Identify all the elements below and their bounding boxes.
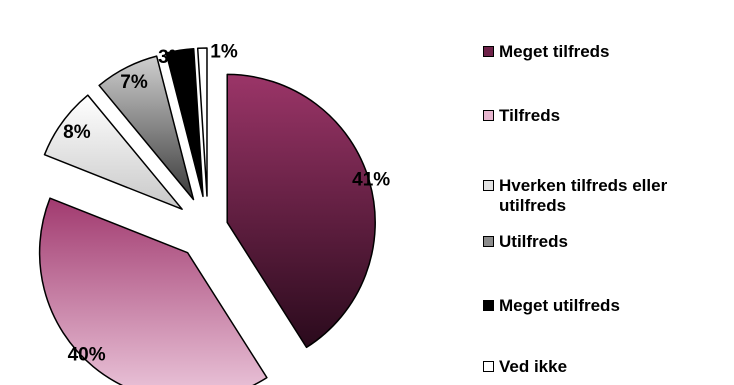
data-label-meget-utilfreds: 3% <box>158 47 186 68</box>
pie-slice-ved-ikke <box>196 47 208 197</box>
data-label-ved-ikke: 1% <box>210 42 238 63</box>
pie-slice-tilfreds <box>38 197 268 385</box>
legend-label: Ved ikke <box>499 357 568 376</box>
legend-swatch-meget-utilfreds <box>483 300 494 311</box>
legend-entry-hverken: Hverken tilfreds eller utilfreds <box>483 176 734 216</box>
chart-legend: Meget tilfreds Tilfreds Hverken tilfreds… <box>483 0 734 385</box>
legend-entry-ved-ikke: Ved ikke <box>483 357 734 377</box>
data-label-tilfreds: 40% <box>68 345 106 366</box>
legend-entry-utilfreds: Utilfreds <box>483 232 734 252</box>
legend-swatch-meget-tilfreds <box>483 46 494 57</box>
data-label-utilfreds: 7% <box>120 72 148 93</box>
legend-swatch-ved-ikke <box>483 361 494 372</box>
legend-entry-meget-utilfreds: Meget utilfreds <box>483 296 734 316</box>
pie-slice-meget-tilfreds <box>226 73 376 349</box>
legend-label: Tilfreds <box>499 106 561 125</box>
pie-slice-meget-utilfreds <box>165 47 204 198</box>
legend-label: Hverken tilfreds eller utilfreds <box>499 176 668 215</box>
legend-swatch-tilfreds <box>483 110 494 121</box>
legend-entry-meget-tilfreds: Meget tilfreds <box>483 42 734 62</box>
legend-label: Utilfreds <box>499 232 568 251</box>
data-label-meget-tilfreds: 41% <box>352 170 390 191</box>
legend-label: Meget utilfreds <box>499 296 620 315</box>
pie-slice-utilfreds <box>98 55 195 201</box>
data-label-hverken-tilfreds-eller-utilfreds: 8% <box>63 122 91 143</box>
legend-entry-tilfreds: Tilfreds <box>483 106 734 126</box>
legend-swatch-utilfreds <box>483 236 494 247</box>
legend-swatch-hverken <box>483 180 494 191</box>
legend-label: Meget tilfreds <box>499 42 610 61</box>
pie-slice-hverken-tilfreds-eller-utilfreds <box>43 94 183 210</box>
